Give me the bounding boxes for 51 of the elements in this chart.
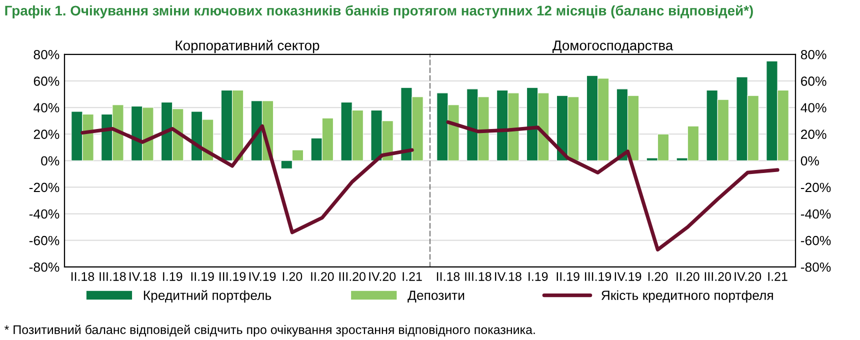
x-tick-label: IV.20 (734, 272, 762, 281)
y-tick-label: -80% (29, 262, 60, 272)
x-tick-label: II.18 (71, 272, 94, 281)
x-tick-label: II.20 (311, 272, 334, 281)
x-tick-label: II.20 (676, 272, 700, 281)
y-tick-label: 40% (34, 103, 60, 112)
x-tick-label: III.20 (339, 272, 366, 281)
x-tick-label: I.21 (768, 272, 788, 281)
chart-title: Графік 1. Очікування зміни ключових показників банків протягом наступних 12 місяців (баланс відповідей*) (5, 5, 753, 18)
x-tick-label: IV.18 (495, 272, 522, 281)
chart-subtitle: Корпоративний сектор (176, 40, 320, 54)
x-tick-label: III.19 (585, 272, 612, 281)
x-tick-label: I.20 (648, 272, 668, 281)
y-tick-label: -40% (800, 209, 831, 219)
y-tick-label: 20% (801, 130, 826, 139)
y-tick-label: 0% (41, 156, 60, 166)
y-tick-label: 40% (800, 103, 826, 112)
text: * Позитивний баланс відповідей свідчить про очікування зростання відповідного показника. (4, 324, 535, 337)
x-tick-label: IV.18 (130, 272, 156, 281)
y-tick-label: 80% (800, 50, 826, 60)
x-tick-label: I.21 (402, 272, 422, 281)
y-tick-label: 0% (800, 156, 819, 166)
y-tick-label: 80% (34, 50, 60, 60)
x-tick-label: II.18 (436, 272, 460, 281)
y-tick-label: -80% (800, 262, 831, 272)
x-tick-label: III.20 (704, 272, 732, 281)
x-tick-label: I.19 (528, 272, 548, 281)
y-tick-label: 60% (801, 76, 826, 86)
y-tick-label: 20% (34, 130, 60, 139)
chart-subtitle: Домогосподарства (552, 40, 674, 54)
x-tick-label: I.20 (282, 272, 302, 281)
y-tick-label: -40% (29, 209, 60, 219)
x-tick-label: II.19 (556, 272, 580, 281)
x-tick-label: III.18 (100, 272, 126, 281)
line-series (80, 124, 414, 234)
legend-label: Депозити (408, 290, 464, 303)
y-tick-label: 60% (34, 76, 60, 86)
legend-label: Кредитний портфель (144, 290, 272, 303)
x-tick-label: I.19 (163, 272, 182, 281)
legend-label: Якість кредитного портфеля (602, 290, 773, 303)
x-tick-label: IV.20 (369, 272, 396, 281)
y-tick-label: -60% (800, 236, 831, 246)
y-tick-label: -20% (800, 182, 831, 192)
x-tick-label: IV.19 (249, 272, 276, 281)
line-series (446, 120, 780, 252)
x-tick-label: III.18 (465, 272, 492, 281)
y-tick-label: -60% (29, 236, 60, 246)
y-tick-label: -20% (29, 182, 60, 192)
x-tick-label: III.19 (220, 272, 246, 281)
x-tick-label: II.19 (191, 272, 214, 281)
x-tick-label: IV.19 (614, 272, 642, 281)
